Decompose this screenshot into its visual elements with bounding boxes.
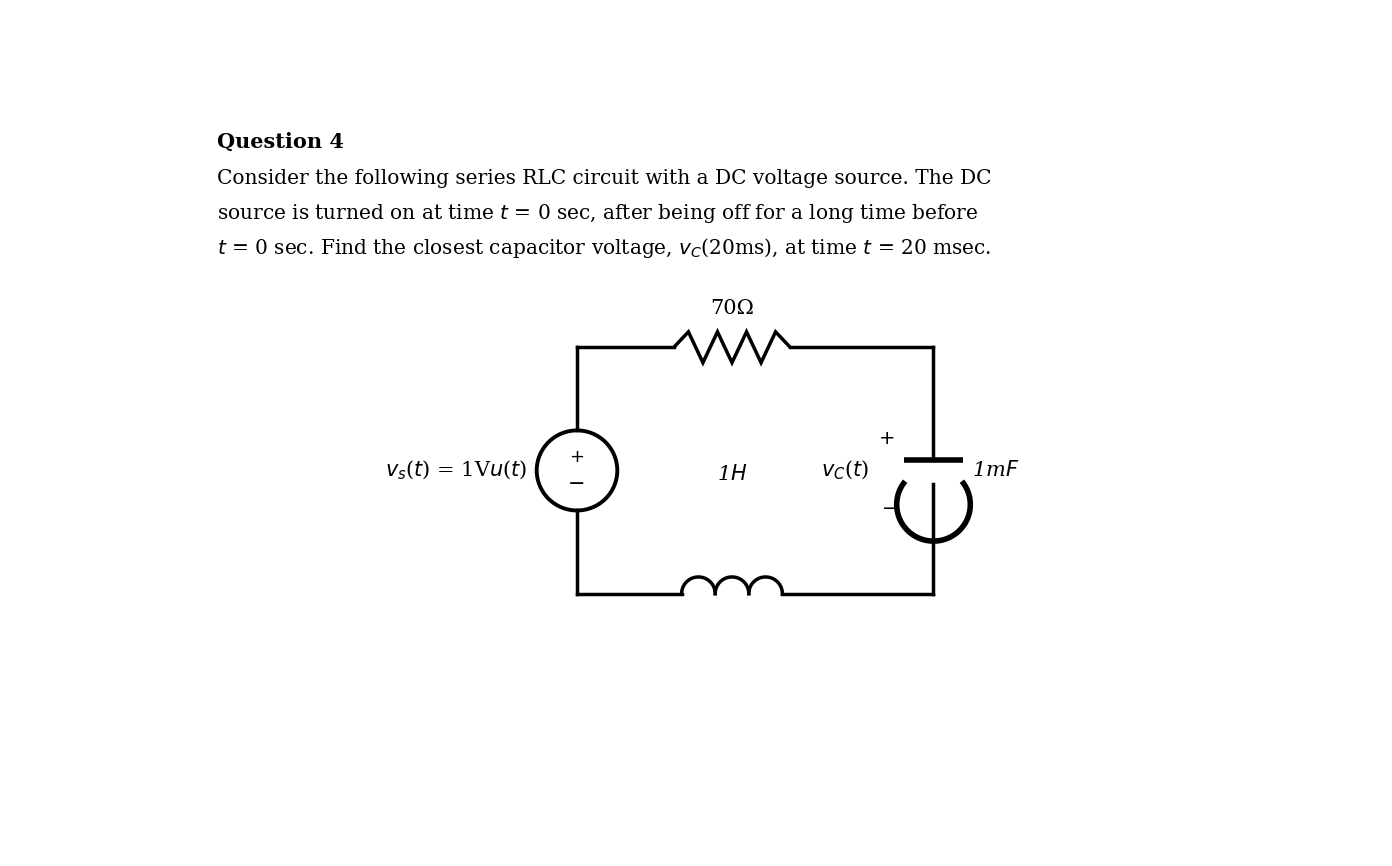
Text: −: −: [568, 475, 586, 494]
Text: $v_s$($t$) = 1V$u$($t$): $v_s$($t$) = 1V$u$($t$): [386, 459, 528, 482]
Text: −: −: [883, 499, 898, 518]
Text: 1$H$: 1$H$: [717, 464, 748, 484]
Text: source is turned on at time $t$ = 0 sec, after being off for a long time before: source is turned on at time $t$ = 0 sec,…: [217, 203, 979, 225]
Text: +: +: [878, 429, 895, 448]
Text: Question 4: Question 4: [217, 132, 344, 152]
Text: Consider the following series RLC circuit with a DC voltage source. The DC: Consider the following series RLC circui…: [217, 169, 991, 188]
Text: $t$ = 0 sec. Find the closest capacitor voltage, $v_C$(20ms), at time $t$ = 20 m: $t$ = 0 sec. Find the closest capacitor …: [217, 236, 991, 261]
Text: 1m$F$: 1m$F$: [972, 461, 1019, 481]
Text: +: +: [569, 449, 585, 467]
Text: $v_C$($t$): $v_C$($t$): [821, 459, 869, 482]
Text: 70Ω: 70Ω: [710, 299, 754, 318]
